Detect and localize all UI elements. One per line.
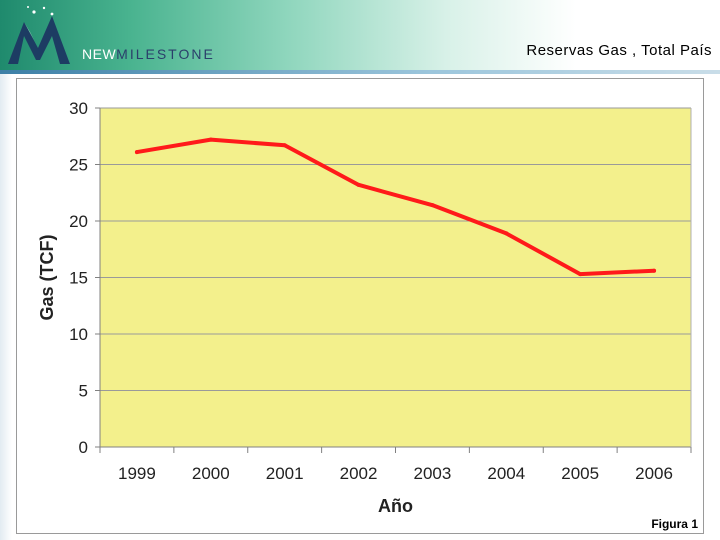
brand-prefix: NEW: [82, 46, 117, 62]
brand-name: MILESTONE: [116, 46, 215, 62]
line-chart: 0 5 10 15 20 25 30 1999 2000 2001 2002 2003 2004 2005…: [37, 99, 692, 516]
data-point: [356, 182, 361, 187]
x-tick-label: 2005: [561, 464, 599, 483]
x-tick-label: 2004: [487, 464, 525, 483]
x-tick-label: 2003: [414, 464, 452, 483]
x-tick-label: 2002: [340, 464, 378, 483]
header-banner: NEWMILESTONE Reservas Gas , Total País: [0, 0, 720, 72]
page-title: Reservas Gas , Total País: [526, 42, 712, 59]
x-tick-label: 2000: [192, 464, 230, 483]
y-tick-label: 5: [79, 382, 88, 401]
data-point: [134, 150, 139, 155]
y-tick-label: 25: [69, 156, 88, 175]
brand-wordmark: NEWMILESTONE: [82, 46, 215, 62]
series-line: [134, 137, 657, 277]
y-tick-label: 10: [69, 325, 88, 344]
chart-frame: 0 5 10 15 20 25 30 1999 2000 2001 2002 2003 2004 2005…: [16, 78, 704, 534]
y-tick-label: 30: [69, 99, 88, 118]
y-tick-label: 0: [79, 438, 88, 457]
data-point: [504, 231, 509, 236]
data-point: [282, 143, 287, 148]
x-tick-label: 2006: [635, 464, 673, 483]
milestone-logo-icon: [8, 6, 70, 64]
side-band: [0, 74, 12, 540]
x-tick-label: 1999: [118, 464, 156, 483]
figure-label: Figura 1: [651, 517, 698, 531]
data-point: [208, 137, 213, 142]
y-axis-label: Gas (TCF): [37, 234, 57, 320]
y-tick-label: 20: [69, 212, 88, 231]
data-point: [430, 203, 435, 208]
data-point: [652, 268, 657, 273]
x-axis-label: Año: [378, 496, 413, 516]
header-divider: [0, 70, 720, 74]
x-tick-label: 2001: [266, 464, 304, 483]
data-point: [578, 272, 583, 277]
y-tick-label: 15: [69, 269, 88, 288]
